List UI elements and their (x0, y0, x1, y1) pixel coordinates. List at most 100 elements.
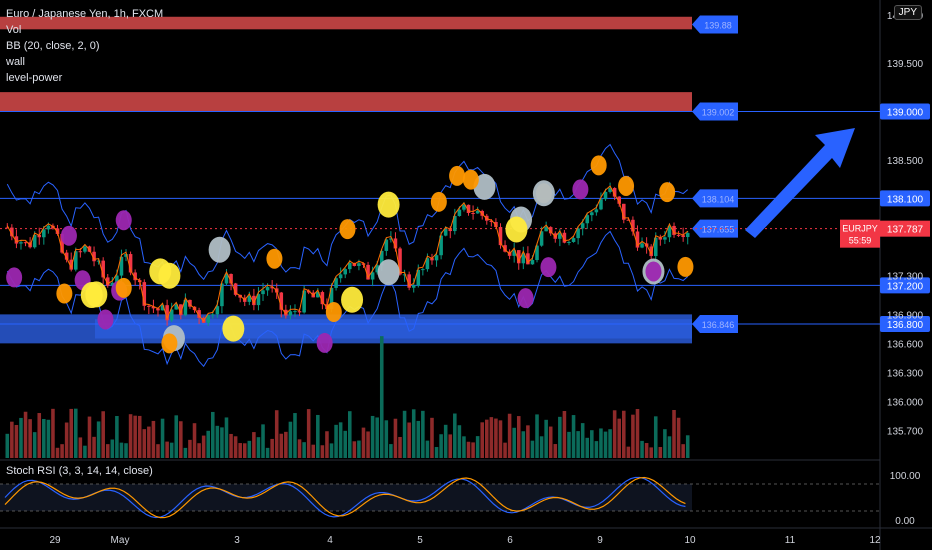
candle-body (370, 272, 375, 280)
candle-body (165, 305, 169, 321)
level-callout-0 (692, 102, 738, 121)
candle-body (594, 209, 599, 213)
candle-body (46, 225, 51, 230)
volume-bar (681, 444, 685, 458)
volume-bar (672, 409, 676, 458)
candle-body (389, 238, 393, 240)
candle-body (156, 308, 160, 311)
volume-bar (558, 416, 562, 458)
candle-body (407, 274, 411, 288)
candle-body (64, 252, 69, 260)
volume-bar (640, 440, 644, 458)
candle-body (635, 231, 640, 248)
volume-bar (503, 442, 507, 458)
indicator-vol[interactable]: Vol (6, 24, 22, 36)
candle-body (617, 196, 621, 204)
volume-bar (425, 440, 430, 458)
volume-bar (379, 336, 384, 458)
candle-body (133, 272, 137, 281)
candle-body (544, 227, 548, 232)
candle-body (338, 274, 343, 279)
candle-body (558, 232, 562, 239)
volume-bar (663, 429, 667, 458)
volume-bar (338, 422, 343, 458)
candle-body (576, 228, 580, 239)
volume-bar (165, 441, 169, 458)
indicator-level-power[interactable]: level-power (6, 72, 63, 84)
volume-bar (5, 433, 10, 458)
currency-button[interactable]: JPY (893, 5, 922, 20)
candle-body (398, 248, 402, 275)
volume-bar (188, 439, 192, 458)
candle-body (475, 210, 480, 214)
volume-bar (594, 441, 599, 458)
volume-bar (411, 409, 416, 458)
volume-bar (402, 410, 407, 458)
time-label-0: 29 (49, 535, 61, 546)
volume-bar (489, 417, 494, 458)
candle-body (92, 251, 96, 262)
candle-body (78, 251, 83, 253)
volume-bar (548, 426, 553, 458)
candle-body (297, 311, 302, 313)
level-tag-1 (880, 190, 930, 207)
level-power-marker (222, 315, 245, 342)
volume-bar (325, 431, 329, 458)
volume-bar (306, 409, 311, 458)
level-power-marker (677, 256, 694, 277)
volume-bar (498, 420, 503, 458)
volume-bar (19, 417, 23, 458)
volume-bar (617, 418, 621, 458)
volume-bar (443, 424, 448, 458)
symbol-tag-bg (840, 219, 880, 248)
level-tag-label-0: 139.000 (887, 107, 924, 118)
volume-bar (297, 439, 302, 458)
volume-bar (635, 409, 640, 458)
volume-bar (603, 431, 608, 458)
stoch-tick-100: 100.00 (890, 471, 921, 482)
candle-body (608, 187, 612, 192)
volume-bar (238, 443, 242, 458)
candle-body (110, 282, 115, 286)
stoch-k-line (4, 476, 686, 519)
volume-bar (626, 446, 631, 458)
indicator-wall[interactable]: wall (6, 56, 25, 68)
candle-body (521, 253, 526, 264)
candle-body (471, 213, 475, 215)
indicator-bb[interactable]: BB (20, close, 2, 0) (6, 40, 100, 52)
candle-body (329, 287, 334, 310)
level-power-marker (115, 277, 132, 298)
level-power-marker (6, 267, 23, 288)
volume-bar (46, 419, 51, 458)
candle-body (211, 314, 215, 316)
stoch-d-line (4, 476, 686, 519)
time-label-5: 6 (507, 535, 513, 546)
volume-bar (265, 447, 270, 458)
candle-body (316, 292, 320, 298)
candle-body (685, 233, 690, 238)
volume-bar (407, 422, 411, 458)
volume-bar (32, 432, 37, 458)
candle-body (590, 212, 594, 216)
time-label-3: 4 (327, 535, 333, 546)
volume-bar (115, 416, 119, 458)
time-label-9: 12 (869, 535, 881, 546)
candle-body (343, 269, 347, 275)
candle-body (448, 229, 453, 232)
volume-bar (224, 417, 229, 458)
volume-bar (256, 437, 261, 458)
volume-bar (475, 436, 480, 458)
volume-bar (375, 417, 379, 458)
candle-body (439, 235, 443, 256)
extra-callout-label-1: 137.655 (702, 225, 735, 235)
volume-bar (676, 417, 681, 458)
volume-bar (631, 414, 635, 458)
volume-bar (357, 440, 361, 458)
level-tag-label-1: 138.100 (887, 194, 924, 205)
time-label-8: 11 (785, 535, 796, 546)
candle-body (188, 299, 192, 307)
candle-body (23, 242, 28, 244)
level-tag-0 (880, 103, 930, 120)
volume-bar (293, 413, 297, 458)
volume-bar (366, 431, 370, 458)
